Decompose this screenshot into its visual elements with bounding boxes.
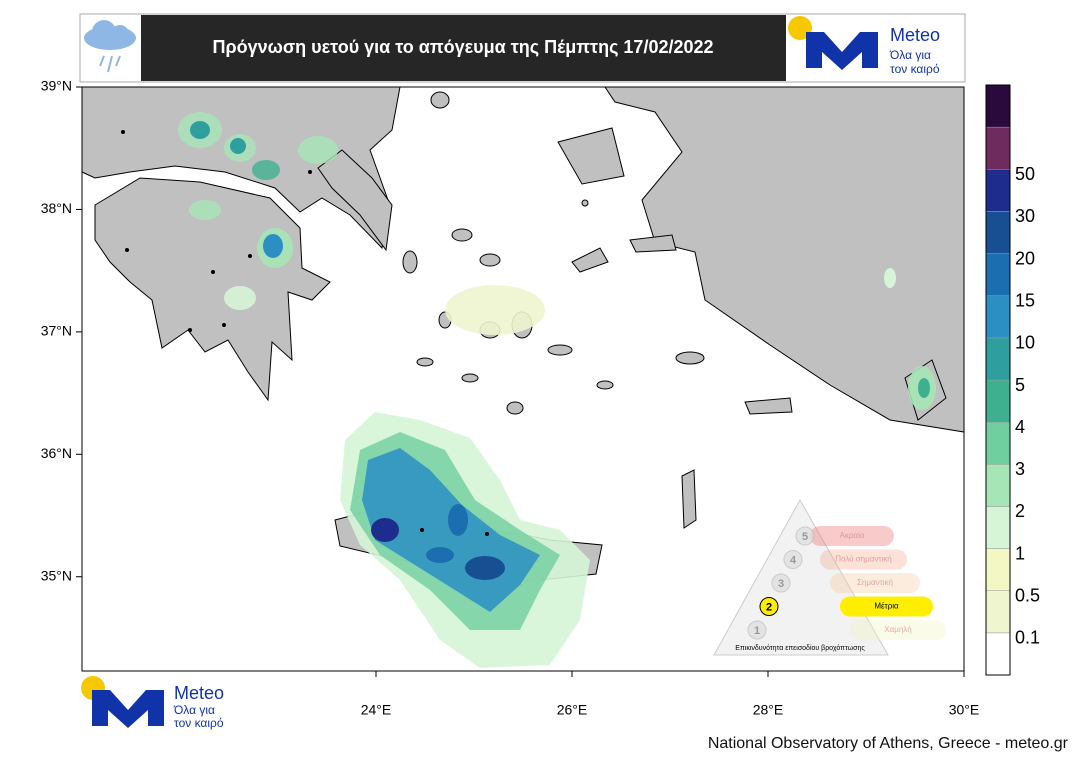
risk-number: 1	[754, 625, 760, 637]
legend-label: 30	[1015, 206, 1035, 226]
y-tick-label: 37°N	[41, 323, 72, 339]
legend-label: 1	[1015, 543, 1025, 563]
logo-tagline: Όλα για	[889, 48, 931, 62]
x-tick-label: 24°E	[361, 702, 392, 718]
legend-swatch	[985, 464, 1011, 507]
risk-label: Πολύ σημαντική	[835, 555, 892, 564]
risk-caption: Επικινδυνότητα επεισοδίου βροχόπτωσης	[735, 644, 865, 652]
legend-label: 10	[1015, 333, 1035, 353]
legend-swatch	[985, 253, 1011, 296]
risk-bar	[840, 596, 933, 617]
legend-label: 3	[1015, 459, 1025, 479]
legend-swatch	[985, 632, 1011, 676]
risk-label: Χαμηλή	[884, 625, 911, 634]
chios	[571, 247, 609, 273]
footer: National Observatory of Athens, Greece -…	[708, 735, 1069, 752]
legend-swatch	[985, 337, 1011, 381]
risk-number: 3	[778, 578, 784, 590]
turkey	[604, 86, 965, 433]
legend-swatch	[985, 590, 1011, 634]
risk-badge	[783, 550, 803, 569]
legend-swatch	[985, 126, 1011, 170]
cities	[121, 130, 489, 536]
risk-number: 5	[802, 531, 808, 543]
y-tick-label: 39°N	[41, 78, 72, 94]
risk-label: Μέτρια	[874, 602, 899, 611]
logo-bottom: Meteo Όλα για τον καιρό	[81, 676, 224, 730]
kos	[744, 397, 793, 415]
risk-number: 2	[766, 601, 772, 613]
title: Πρόγνωση υετού για το απόγευμα της Πέμπτ…	[212, 37, 713, 57]
map: Χαμηλή 1 Μέτρια 2 Σημαντική 3 Πολύ σημαντική 4 Α…	[81, 86, 965, 672]
legend-label: 50	[1015, 164, 1035, 184]
risk-bar	[850, 620, 946, 640]
risk-bar	[810, 526, 894, 546]
legend-frame	[985, 84, 1011, 676]
euboea	[317, 149, 393, 252]
mainland	[81, 86, 401, 250]
x-tick-label: 30°E	[949, 702, 980, 718]
legend-label: 4	[1015, 417, 1025, 437]
risk-label: Ακραία	[840, 531, 865, 540]
risk-bar	[830, 573, 920, 593]
x-tick-label: 28°E	[753, 702, 784, 718]
risk-badge	[747, 620, 767, 640]
risk-label: Σημαντική	[857, 578, 893, 587]
legend-label: 2	[1015, 501, 1025, 521]
karpathos	[681, 469, 697, 529]
logo-top: Meteo Όλα για τον καιρό	[788, 16, 940, 76]
legend-swatch	[985, 295, 1011, 339]
logo-tagline: τον καιρό	[890, 62, 940, 76]
logo-name: Meteo	[174, 683, 224, 703]
risk-bar	[820, 549, 907, 570]
samos	[629, 234, 677, 253]
legend-label: 0.1	[1015, 628, 1040, 648]
risk-badge	[795, 526, 815, 546]
precipitation	[178, 112, 936, 668]
legend-swatch	[985, 548, 1011, 591]
risk-number: 4	[790, 554, 797, 566]
legend-swatch	[985, 506, 1011, 549]
logo-tagline: τον καιρό	[174, 716, 224, 730]
y-tick-label: 38°N	[41, 200, 72, 216]
map-frame	[81, 86, 965, 672]
legend-swatch	[985, 169, 1011, 212]
legend-swatch	[985, 211, 1011, 254]
legend-swatch	[985, 84, 1011, 128]
rain-icon	[84, 20, 136, 73]
risk-badge	[771, 573, 791, 593]
legend-label: 20	[1015, 248, 1035, 268]
y-tick-label: 36°N	[41, 445, 72, 461]
legend-label: 15	[1015, 290, 1035, 310]
x-tick-label: 26°E	[557, 702, 588, 718]
risk-scale: Χαμηλή 1 Μέτρια 2 Σημαντική 3 Πολύ σημαντική 4 Α…	[713, 498, 946, 656]
title-bar	[141, 15, 786, 81]
logo-name: Meteo	[890, 25, 940, 45]
legend-label: 0.5	[1015, 585, 1040, 605]
legend-swatch	[985, 379, 1011, 423]
risk-badge	[759, 597, 779, 616]
legend-swatch	[985, 421, 1011, 465]
legend-label: 5	[1015, 375, 1025, 395]
lesvos	[557, 127, 625, 185]
y-tick-label: 35°N	[41, 567, 72, 583]
logo-tagline: Όλα για	[173, 703, 215, 717]
